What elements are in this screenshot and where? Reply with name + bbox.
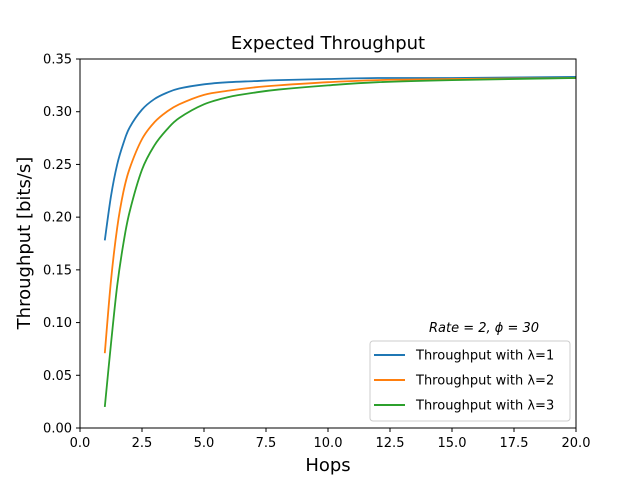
series-line-lambda-2 <box>103 77 577 354</box>
x-axis: 0.0 2.5 5.0 7.5 10.0 12.5 15.0 17.5 20.0 <box>70 428 591 451</box>
x-tick-label: 0.0 <box>70 436 91 451</box>
chart-title: Expected Throughput <box>231 33 425 54</box>
legend-label-lambda-2: Throughput with λ=2 <box>415 374 554 389</box>
x-tick-label: 15.0 <box>438 436 467 451</box>
y-tick-label: 0.35 <box>43 53 72 68</box>
y-tick-label: 0.30 <box>43 105 72 120</box>
x-tick-label: 5.0 <box>194 436 215 451</box>
legend-label-lambda-3: Throughput with λ=3 <box>415 399 554 414</box>
y-axis-label: Throughput [bits/s] <box>14 157 35 331</box>
y-tick-label: 0.10 <box>43 316 72 331</box>
x-tick-label: 2.5 <box>132 436 153 451</box>
series-line-lambda-3 <box>103 77 577 407</box>
y-tick-label: 0.15 <box>43 263 72 278</box>
y-tick-label: 0.25 <box>43 158 72 173</box>
y-axis: 0.00 0.05 0.10 0.15 0.20 0.25 0.30 0.35 <box>43 53 80 437</box>
y-tick-label: 0.00 <box>43 422 72 437</box>
x-axis-label: Hops <box>305 455 350 476</box>
y-tick-label: 0.05 <box>43 369 72 384</box>
x-tick-label: 7.5 <box>256 436 277 451</box>
legend-frame <box>369 340 571 422</box>
legend: Rate = 2, ϕ = 30 Throughput with λ=1 Thro… <box>369 321 571 422</box>
x-tick-label: 10.0 <box>314 436 343 451</box>
series-line-lambda-1 <box>103 76 577 241</box>
legend-label-lambda-1: Throughput with λ=1 <box>415 349 554 364</box>
y-tick-label: 0.20 <box>43 211 72 226</box>
x-tick-label: 20.0 <box>562 436 591 451</box>
legend-title: Rate = 2, ϕ = 30 <box>429 321 539 336</box>
x-tick-label: 12.5 <box>376 436 405 451</box>
x-tick-label: 17.5 <box>500 436 529 451</box>
